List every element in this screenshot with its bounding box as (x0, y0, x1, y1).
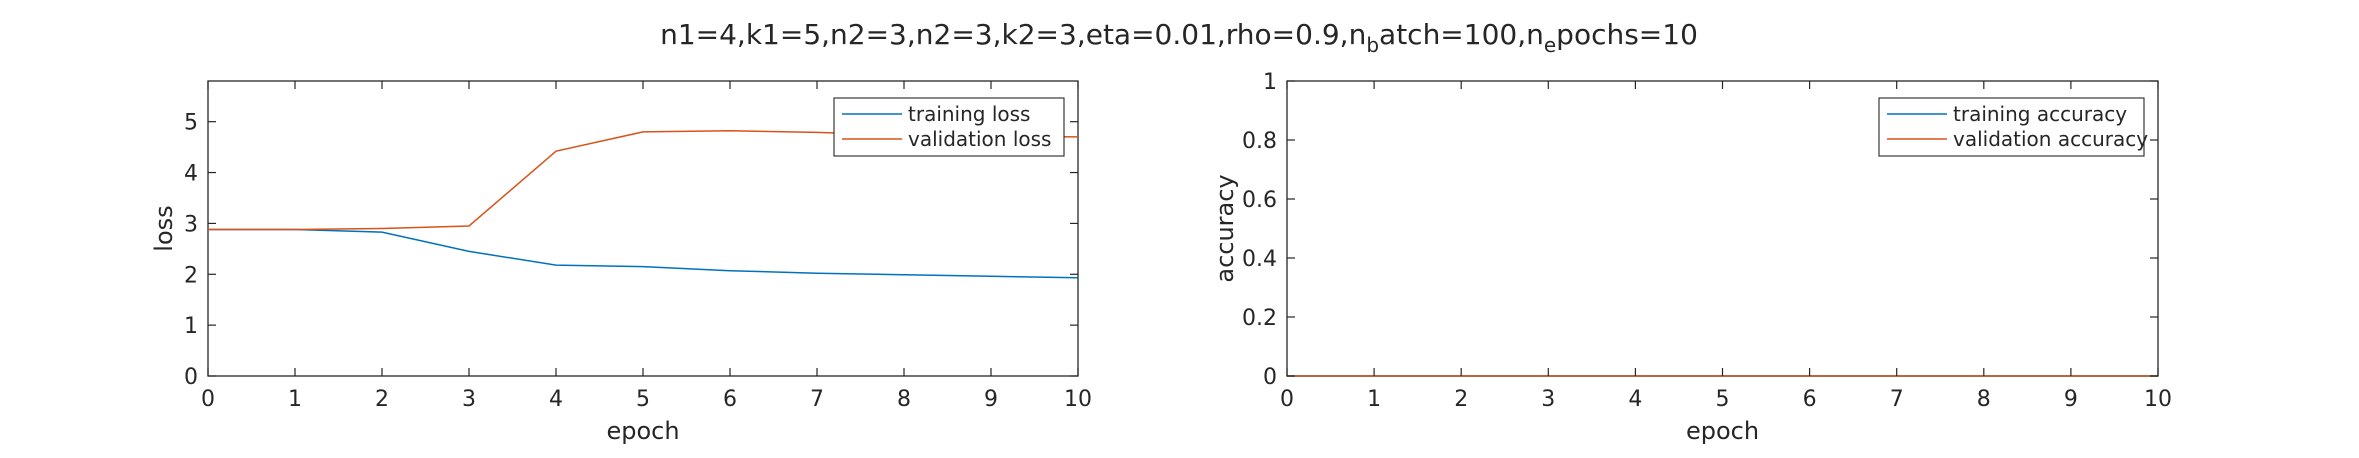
loss-chart: 0 1 2 3 4 5 6 7 8 9 10 0 1 2 3 4 5 epoch loss training loss… (150, 80, 1092, 445)
x-tick-label: 10 (2144, 387, 2172, 412)
x-tick-label: 6 (723, 387, 737, 412)
y-tick-label: 0.8 (1242, 129, 1277, 154)
x-tick-label: 2 (1454, 387, 1468, 412)
x-tick-label: 3 (1541, 387, 1555, 412)
x-axis-label: epoch (1686, 417, 1759, 445)
y-tick-label: 2 (184, 263, 198, 288)
figure-title: n1=4,k1=5,n2=3,n2=3,k2=3,eta=0.01,rho=0.… (660, 18, 1698, 57)
y-tick-label: 0 (184, 365, 198, 390)
legend-label: training loss (908, 102, 1030, 126)
x-tick-label: 9 (984, 387, 998, 412)
x-tick-label: 10 (1064, 387, 1092, 412)
y-tick-label: 0.4 (1242, 247, 1277, 272)
x-tick-label: 3 (462, 387, 476, 412)
x-tick-label: 5 (1716, 387, 1730, 412)
title-segment: pochs=10 (1556, 18, 1698, 51)
title-segment: atch=100,n (1379, 18, 1544, 51)
x-tick-label: 8 (897, 387, 911, 412)
legend-label: validation accuracy (1953, 127, 2148, 151)
y-tick-label: 3 (184, 212, 198, 237)
x-tick-label: 7 (810, 387, 824, 412)
x-tick-label: 1 (288, 387, 302, 412)
legend-label: training accuracy (1953, 102, 2127, 126)
legend-box (1878, 97, 2145, 157)
y-axis-label: accuracy (1211, 174, 1239, 282)
x-axis-label: epoch (606, 417, 679, 445)
title-segment: n1=4,k1=5,n2=3,n2=3,k2=3,eta=0.01,rho=0.… (660, 18, 1366, 51)
y-tick-label: 5 (184, 111, 198, 136)
x-tick-label: 7 (1890, 387, 1904, 412)
x-tick-label: 0 (1280, 387, 1294, 412)
accuracy-chart: 0 1 2 3 4 5 6 7 8 9 10 0 0.2 0.4 0.6 0.8 1 epoch accuracy t… (1211, 70, 2172, 445)
x-tick-label: 0 (201, 387, 215, 412)
y-tick-label: 0 (1263, 365, 1277, 390)
training-loss-line (208, 228, 1079, 279)
y-tick-label: 4 (184, 162, 198, 187)
x-tick-label: 4 (1628, 387, 1642, 412)
x-tick-label: 4 (549, 387, 563, 412)
title-subscript: b (1366, 33, 1379, 57)
x-tick-label: 6 (1803, 387, 1817, 412)
y-tick-label: 0.2 (1242, 306, 1277, 331)
x-tick-label: 2 (375, 387, 389, 412)
x-tick-label: 9 (2064, 387, 2078, 412)
x-tick-label: 1 (1367, 387, 1381, 412)
y-axis-label: loss (150, 205, 178, 251)
x-tick-label: 5 (636, 387, 650, 412)
x-tick-label: 8 (1977, 387, 1991, 412)
y-tick-label: 1 (1263, 70, 1277, 95)
title-subscript: e (1544, 33, 1556, 57)
y-tick-label: 1 (184, 314, 198, 339)
legend-box (833, 97, 1065, 157)
y-tick-label: 0.6 (1242, 188, 1277, 213)
legend-label: validation loss (908, 127, 1051, 151)
